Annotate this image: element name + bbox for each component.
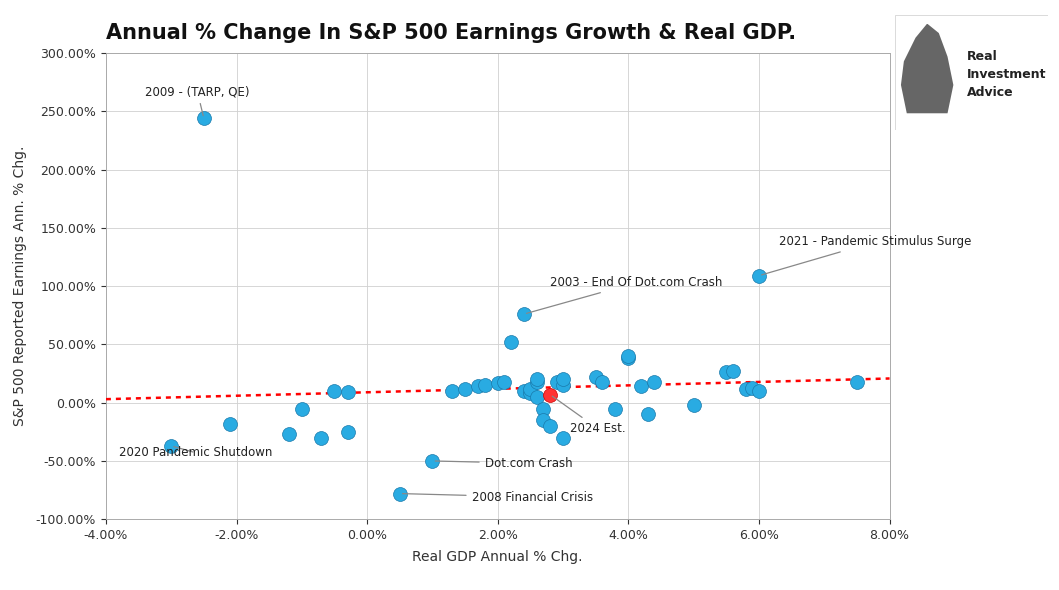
Point (326, 386, 343, 396)
Point (522, 389, 539, 398)
Point (528, 392, 545, 402)
Point (444, 386, 461, 396)
Point (751, 386, 768, 396)
Point (633, 382, 650, 391)
Point (718, 368, 735, 377)
Point (737, 384, 754, 394)
Point (502, 337, 519, 347)
Text: 2021 - Pandemic Stimulus Surge: 2021 - Pandemic Stimulus Surge (761, 235, 971, 275)
Point (516, 386, 533, 396)
Point (620, 353, 636, 363)
Point (281, 430, 298, 439)
Point (293, 404, 310, 413)
Point (516, 309, 533, 319)
Point (607, 404, 624, 413)
Text: Real
Investment
Advice: Real Investment Advice (967, 50, 1046, 99)
Text: Dot.com Crash: Dot.com Crash (435, 457, 572, 470)
Point (456, 384, 473, 394)
Point (620, 351, 636, 360)
Polygon shape (901, 24, 953, 113)
Point (339, 388, 356, 397)
Text: 2024 Est.: 2024 Est. (552, 396, 625, 435)
Point (392, 489, 409, 499)
Point (163, 441, 180, 451)
Point (489, 378, 506, 388)
Point (555, 381, 572, 390)
Point (640, 409, 657, 419)
Point (549, 377, 566, 386)
Point (535, 404, 552, 413)
Point (522, 384, 539, 394)
Point (424, 456, 441, 466)
Point (848, 377, 865, 386)
Point (477, 381, 493, 390)
Point (339, 427, 356, 437)
Point (646, 377, 663, 386)
Text: 2008 Financial Crisis: 2008 Financial Crisis (402, 490, 593, 503)
Point (587, 372, 604, 382)
Point (555, 375, 572, 384)
X-axis label: Real GDP Annual % Chg.: Real GDP Annual % Chg. (412, 550, 584, 564)
Point (535, 415, 552, 425)
FancyBboxPatch shape (895, 15, 1048, 130)
Point (751, 271, 768, 280)
Point (470, 382, 487, 391)
Point (221, 419, 238, 428)
Point (195, 114, 212, 123)
Point (743, 383, 760, 392)
Y-axis label: S&P 500 Reported Earnings Ann. % Chg.: S&P 500 Reported Earnings Ann. % Chg. (14, 146, 28, 427)
Text: 2009 - (TARP, QE): 2009 - (TARP, QE) (145, 85, 250, 116)
Point (541, 421, 558, 431)
Point (685, 400, 702, 409)
Point (541, 390, 558, 399)
Point (594, 377, 611, 386)
Point (313, 433, 330, 442)
Point (528, 377, 545, 386)
Point (555, 433, 572, 442)
Text: 2003 - End Of Dot.com Crash: 2003 - End Of Dot.com Crash (526, 276, 722, 313)
Point (528, 375, 545, 384)
Point (496, 377, 513, 386)
Text: Annual % Change In S&P 500 Earnings Growth & Real GDP.: Annual % Change In S&P 500 Earnings Grow… (106, 23, 796, 43)
Point (724, 366, 741, 376)
Text: 2020 Pandemic Shutdown: 2020 Pandemic Shutdown (119, 446, 272, 459)
